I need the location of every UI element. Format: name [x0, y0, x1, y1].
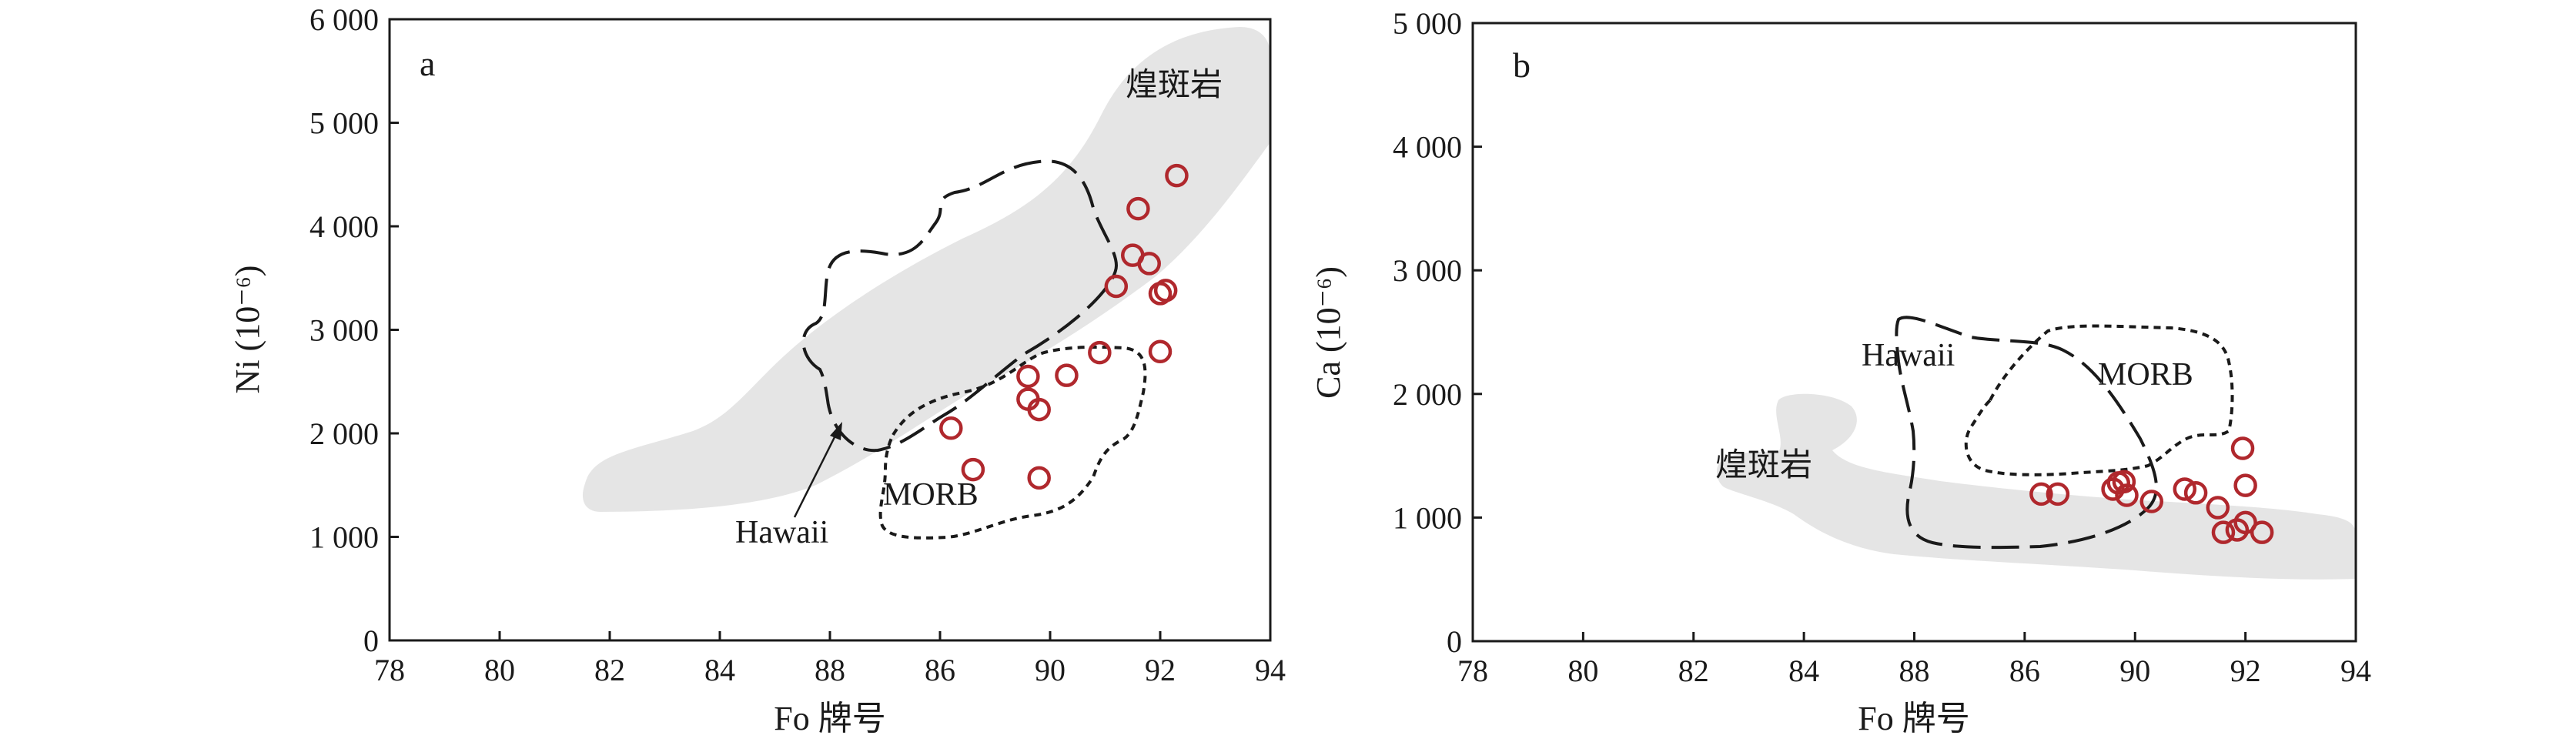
y-axis-ticks-a: 0 1 000 2 000 3 000 4 000 5 000 6 000 — [309, 2, 399, 658]
y-tick-label-a-4: 4 000 — [309, 209, 379, 244]
data-point-a-7 — [1088, 340, 1112, 365]
x-tick-label-a-2: 82 — [594, 653, 625, 687]
data-points-b — [2029, 436, 2274, 544]
x-axis-title-b: Fo 牌号 — [1858, 700, 1969, 737]
hawaii-arrowhead-a — [830, 422, 842, 440]
y-axis-title-b: Ca (10⁻⁶) — [1310, 266, 1347, 399]
x-tick-label-a-0: 78 — [374, 653, 405, 687]
data-point-a-15 — [1165, 163, 1189, 188]
x-tick-label-b-6: 90 — [2119, 653, 2150, 688]
x-tick-label-b-2: 82 — [1678, 653, 1709, 688]
lamprophyre-label-a: 煌斑岩 — [1126, 68, 1223, 103]
data-point-b-1 — [2029, 482, 2053, 506]
lamprophyre-field-b — [1717, 393, 2356, 580]
x-tick-label-a-3: 84 — [704, 653, 735, 687]
data-point-b-9 — [2206, 496, 2230, 520]
data-point-a-0 — [961, 457, 985, 482]
x-tick-label-a-6: 90 — [1035, 653, 1066, 687]
hawaii-label-b: Hawaii — [1862, 338, 1955, 373]
y-tick-label-a-1: 1 000 — [309, 520, 379, 555]
data-point-b-14 — [2233, 473, 2257, 497]
x-tick-label-b-7: 92 — [2230, 653, 2261, 688]
data-point-b-8 — [2183, 481, 2208, 505]
data-point-a-2 — [1016, 364, 1040, 389]
panel-letter-a: a — [420, 44, 435, 83]
y-tick-label-a-0: 0 — [363, 623, 379, 658]
data-point-b-10 — [2211, 520, 2236, 544]
data-point-a-10 — [1126, 196, 1150, 221]
data-point-b-13 — [2250, 520, 2274, 544]
x-tick-label-a-8: 94 — [1255, 653, 1286, 687]
data-point-b-5 — [2115, 483, 2139, 507]
hawaii-field-a — [801, 159, 1119, 453]
x-axis-ticks-b: 78 80 82 84 88 86 90 92 94 — [1457, 632, 2371, 688]
x-axis-title-a: Fo 牌号 — [774, 700, 885, 737]
data-point-b-6 — [2139, 490, 2164, 513]
x-tick-label-b-0: 78 — [1457, 653, 1488, 688]
y-tick-label-b-2: 2 000 — [1393, 377, 1462, 412]
y-tick-label-a-6: 6 000 — [309, 2, 379, 37]
y-axis-title-a: Ni (10⁻⁶) — [229, 266, 266, 394]
y-tick-label-b-4: 4 000 — [1393, 130, 1462, 165]
x-tick-label-b-3: 84 — [1788, 653, 1819, 688]
x-tick-label-b-8: 94 — [2340, 653, 2371, 688]
data-point-b-12 — [2233, 510, 2257, 535]
data-point-a-14 — [1148, 339, 1173, 363]
panel-a-ni-vs-fo: 78 80 82 84 88 86 90 92 94 0 1 000 2 000 3 000 4 000… — [229, 2, 1286, 737]
x-tick-label-a-5: 86 — [925, 653, 955, 687]
y-tick-label-b-3: 3 000 — [1393, 253, 1462, 288]
morb-label-a: MORB — [883, 477, 979, 513]
y-tick-label-b-1: 1 000 — [1393, 500, 1462, 535]
y-tick-label-a-3: 3 000 — [309, 313, 379, 348]
data-point-a-11 — [1137, 252, 1161, 276]
x-tick-label-a-4: 88 — [815, 653, 845, 687]
y-tick-label-a-2: 2 000 — [309, 416, 379, 451]
morb-label-b: MORB — [2098, 357, 2193, 393]
data-point-a-13 — [1153, 279, 1178, 302]
x-tick-label-a-7: 92 — [1145, 653, 1176, 687]
data-point-b-4 — [2112, 470, 2136, 494]
hawaii-field-b — [1895, 316, 2158, 550]
data-point-b-0 — [2046, 482, 2070, 506]
panel-letter-b: b — [1513, 45, 1531, 85]
x-axis-ticks-a: 78 80 82 84 88 86 90 92 94 — [374, 631, 1286, 687]
data-points-a — [939, 163, 1189, 490]
data-point-b-15 — [2230, 436, 2255, 460]
lamprophyre-field-a — [582, 27, 1270, 512]
data-point-b-7 — [2173, 477, 2197, 501]
data-point-a-4 — [1027, 397, 1051, 422]
lamprophyre-label-b: 煌斑岩 — [1715, 448, 1812, 483]
hawaii-arrow-a — [793, 430, 839, 518]
y-tick-label-a-5: 5 000 — [309, 106, 379, 141]
x-tick-label-b-1: 80 — [1567, 653, 1598, 688]
y-tick-label-b-5: 5 000 — [1393, 6, 1462, 41]
x-tick-label-b-4: 88 — [1899, 653, 1930, 688]
morb-field-a — [878, 345, 1147, 540]
morb-field-b — [1964, 324, 2234, 476]
y-axis-ticks-b: 0 1 000 2 000 3 000 4 000 5 000 — [1393, 6, 1482, 659]
hawaii-label-a: Hawaii — [735, 515, 828, 550]
panel-b-ca-vs-fo: 78 80 82 84 88 86 90 92 94 0 1 000 2 000 3 000 4 000… — [1310, 6, 2371, 737]
data-point-a-6 — [1055, 363, 1079, 387]
data-point-a-1 — [939, 416, 963, 440]
data-point-a-8 — [1104, 274, 1129, 299]
data-point-a-5 — [1027, 466, 1051, 490]
x-tick-label-b-5: 86 — [2009, 653, 2040, 688]
y-tick-label-b-0: 0 — [1447, 624, 1462, 659]
x-tick-label-a-1: 80 — [484, 653, 515, 687]
